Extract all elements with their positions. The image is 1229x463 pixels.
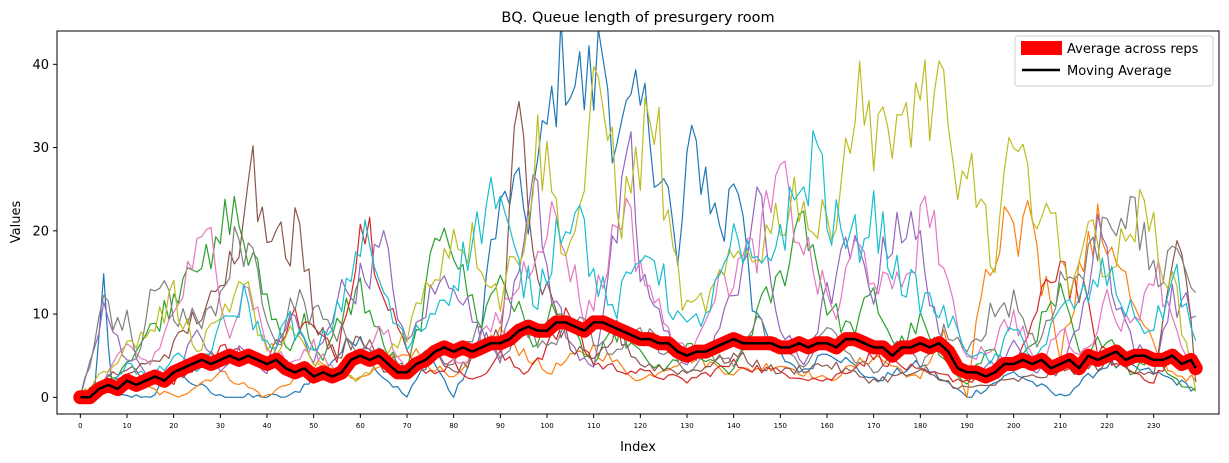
x-tick-label: 70 (403, 422, 412, 430)
x-axis: 0 10 20 30 40 50 60 70 80 90 100 110 120 130 140 150 160… (78, 414, 1160, 430)
replication-line-8 (79, 195, 1197, 397)
replication-line-1 (80, 31, 1197, 398)
replication-lines (79, 31, 1197, 398)
x-tick-label: 150 (774, 422, 787, 430)
x-tick-label: 130 (680, 422, 693, 430)
y-tick-label: 30 (32, 141, 49, 156)
x-tick-label: 120 (634, 422, 647, 430)
plot-frame (56, 30, 1220, 415)
x-tick-label: 90 (496, 422, 505, 430)
x-tick-label: 60 (356, 422, 365, 430)
legend-swatch-average (1021, 41, 1062, 55)
x-axis-label: Index (620, 440, 656, 455)
legend: Average across reps Moving Average (1014, 35, 1214, 87)
x-tick-label: 230 (1147, 422, 1160, 430)
legend-label-average: Average across reps (1067, 42, 1199, 57)
x-tick-label: 80 (449, 422, 458, 430)
replication-line-2 (79, 200, 1197, 398)
y-tick-label: 0 (41, 391, 49, 406)
legend-label-moving-average: Moving Average (1067, 64, 1171, 79)
replication-line-9 (79, 59, 1197, 398)
x-tick-label: 200 (1007, 422, 1020, 430)
y-axis: 0 10 20 30 40 (32, 58, 57, 406)
y-tick-label: 20 (32, 224, 49, 239)
y-axis-label: Values (9, 201, 24, 244)
replication-line-6 (80, 101, 1197, 398)
x-tick-label: 180 (914, 422, 927, 430)
y-tick-label: 40 (32, 58, 49, 73)
x-tick-label: 110 (587, 422, 600, 430)
x-tick-label: 210 (1054, 422, 1067, 430)
x-tick-label: 160 (820, 422, 833, 430)
average-layer (73, 315, 1203, 405)
x-tick-label: 50 (309, 422, 318, 430)
x-tick-label: 30 (216, 422, 225, 430)
y-tick-label: 10 (32, 308, 49, 323)
x-tick-label: 140 (727, 422, 740, 430)
x-tick-label: 100 (540, 422, 553, 430)
x-tick-label: 190 (960, 422, 973, 430)
replication-line-10 (80, 130, 1197, 398)
x-tick-label: 40 (263, 422, 272, 430)
x-tick-label: 0 (78, 422, 82, 430)
x-tick-label: 170 (867, 422, 880, 430)
chart-title: BQ. Queue length of presurgery room (501, 10, 774, 26)
x-tick-label: 10 (123, 422, 132, 430)
x-tick-label: 220 (1100, 422, 1113, 430)
moving-average-line (80, 321, 1197, 399)
replication-line-5 (79, 131, 1196, 398)
legend-box (1014, 35, 1214, 87)
plot-area (56, 30, 1220, 415)
x-tick-label: 20 (169, 422, 178, 430)
